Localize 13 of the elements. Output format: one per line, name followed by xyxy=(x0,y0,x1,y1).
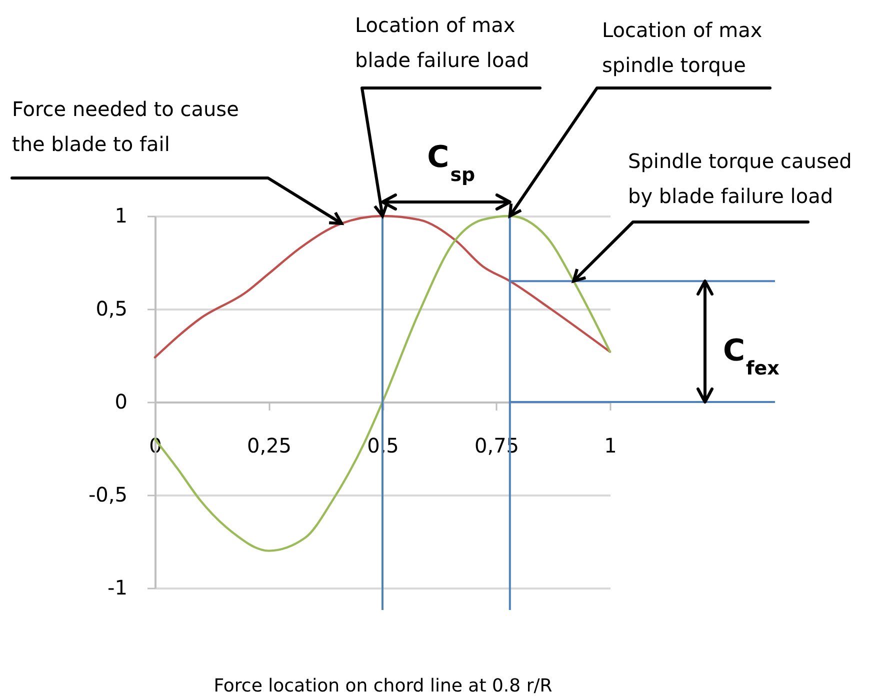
y-tick-label: -1 xyxy=(108,576,128,600)
y-tick-label: 1 xyxy=(114,204,128,228)
annotation: Spindle torque caused by blade failure load xyxy=(628,149,852,208)
annotation: Location of max blade failure load xyxy=(355,13,530,72)
x-tick-label: 0,25 xyxy=(246,434,292,458)
y-tick-label: -0,5 xyxy=(88,482,128,506)
y-tick-label: 0,5 xyxy=(96,296,128,320)
y-tick-label: 0 xyxy=(114,390,128,414)
annotation: Location of max spindle torque xyxy=(602,18,762,77)
annotation: Force needed to cause the blade to fail xyxy=(12,97,239,156)
line-series xyxy=(154,214,612,358)
x-tick-label: 1 xyxy=(604,434,617,458)
x-axis-title: Force location on chord line at 0.8 r/R xyxy=(214,676,552,696)
